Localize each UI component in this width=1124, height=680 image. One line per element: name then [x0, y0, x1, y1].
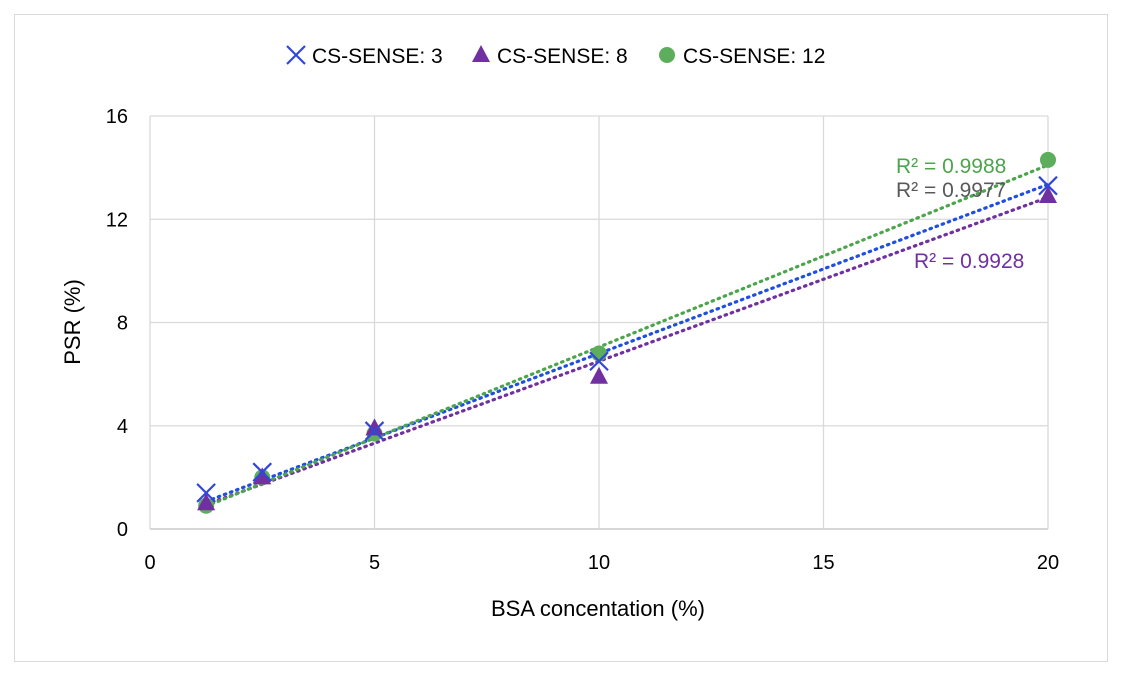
y-tick-label: 4	[117, 416, 128, 438]
x-marker-stroke	[286, 45, 306, 65]
data-points	[196, 151, 1058, 514]
legend-marker-circle	[659, 47, 675, 63]
x-tick-label: 10	[588, 552, 610, 574]
trendline-triangle	[204, 195, 1050, 507]
x-tick-label: 15	[812, 552, 834, 574]
point-x	[1038, 175, 1058, 196]
point-x	[364, 421, 385, 441]
point-x	[252, 462, 273, 482]
y-tick-label: 8	[117, 313, 128, 335]
point-triangle	[197, 493, 216, 511]
legend: CS-SENSE: 3 CS-SENSE: 8 CS-SENSE: 12	[286, 45, 825, 68]
x-tick-label: 20	[1037, 552, 1059, 574]
legend-item: CS-SENSE: 12	[659, 45, 825, 68]
trendline-circle	[204, 163, 1050, 508]
y-tick-label: 0	[117, 519, 128, 541]
legend-label: CS-SENSE: 3	[312, 45, 443, 68]
legend-label: CS-SENSE: 12	[683, 45, 825, 68]
point-triangle	[590, 366, 608, 384]
x-marker-stroke	[589, 351, 609, 371]
legend-marker-x	[286, 45, 306, 65]
trendlines	[204, 163, 1050, 508]
x-marker-stroke	[1038, 175, 1058, 196]
y-axis-title: PSR (%)	[60, 279, 85, 365]
legend-marker-triangle	[472, 45, 490, 62]
r2-labels: R² = 0.9977 R² = 0.9928 R² = 0.9988	[896, 155, 1024, 273]
tick-labels: 0 4 8 12 16 0 5 10 15 20	[106, 106, 1059, 574]
point-x	[196, 483, 216, 503]
x-marker-stroke	[196, 483, 216, 503]
x-tick-label: 5	[369, 552, 380, 574]
x-tick-label: 0	[144, 552, 155, 574]
r2-label: R² = 0.9977	[896, 179, 1006, 202]
point-triangle	[365, 418, 384, 436]
r2-label: R² = 0.9928	[914, 250, 1024, 273]
x-marker-stroke	[252, 462, 273, 482]
x-marker-stroke	[364, 421, 385, 441]
r2-label: R² = 0.9988	[896, 155, 1006, 178]
point-triangle	[253, 467, 272, 485]
y-tick-label: 12	[106, 209, 128, 231]
point-x	[589, 351, 609, 371]
point-triangle	[1039, 186, 1057, 204]
legend-item: CS-SENSE: 8	[472, 45, 628, 68]
chart-frame	[14, 14, 1108, 662]
legend-item: CS-SENSE: 3	[286, 45, 443, 68]
point-circle	[1040, 151, 1056, 168]
legend-label: CS-SENSE: 8	[497, 45, 628, 68]
x-axis-title: BSA concentation (%)	[491, 596, 705, 621]
y-tick-label: 16	[106, 106, 128, 128]
point-circle	[591, 345, 607, 362]
